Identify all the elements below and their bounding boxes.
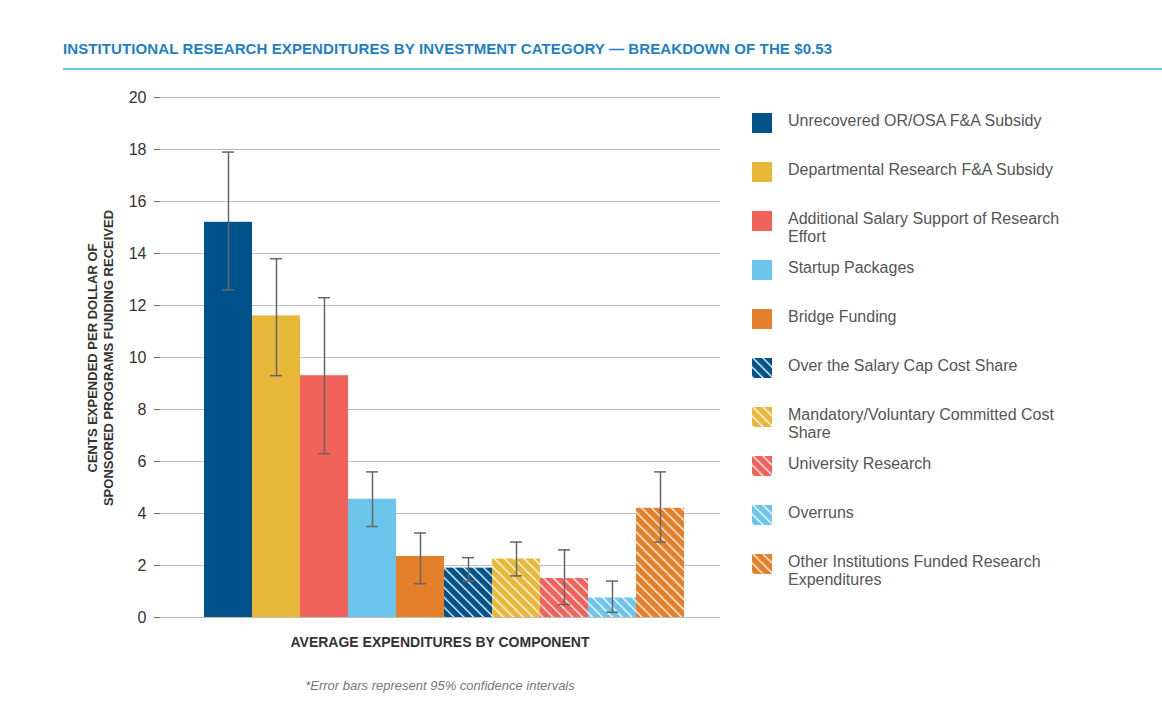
html-text:Over the Salary Cap Cost Share: Over the Salary Cap Cost Share [788,357,1018,374]
html-text:CENTS EXPENDED PER DOLLAR OF S: CENTS EXPENDED PER DOLLAR OF SPONSORED P… [84,209,116,507]
svg-text:16: 16 [129,193,147,210]
html-text:*Error bars represent 95% conf: *Error bars represent 95% confidence int… [305,678,575,693]
html-text:INSTITUTIONAL RESEARCH EXPENDI: INSTITUTIONAL RESEARCH EXPENDITURES BY I… [63,40,833,57]
svg-text:2: 2 [138,557,147,574]
svg-text:8: 8 [138,401,147,418]
html-text:Mandatory/Voluntary Committed: Mandatory/Voluntary Committed Cost Share [788,406,1054,441]
svg-text:12: 12 [129,297,147,314]
svg-text:10: 10 [129,349,147,366]
svg-text:14: 14 [129,245,147,262]
svg-text:4: 4 [138,505,147,522]
html-text:Additional Salary Support of R: Additional Salary Support of Research Ef… [788,210,1060,245]
svg-text:6: 6 [138,453,147,470]
html-text:University Research: University Research [788,455,932,472]
svg-text:20: 20 [129,89,147,106]
svg-text:18: 18 [129,141,147,158]
html-text:Bridge Funding: Bridge Funding [788,308,897,325]
html-text:Unrecovered OR/OSA F&A Subsidy: Unrecovered OR/OSA F&A Subsidy [788,112,1042,129]
html-text:AVERAGE EXPENDITURES BY COMPON: AVERAGE EXPENDITURES BY COMPONENT [290,634,590,650]
html-text:Departmental Research F&A Subs: Departmental Research F&A Subsidy [788,161,1053,178]
html-text:Other Institutions Funded Rese: Other Institutions Funded Research Expen… [788,553,1041,588]
svg-text:0: 0 [138,609,147,626]
html-text:Startup Packages: Startup Packages [788,259,915,276]
html-text:Overruns: Overruns [788,504,854,521]
